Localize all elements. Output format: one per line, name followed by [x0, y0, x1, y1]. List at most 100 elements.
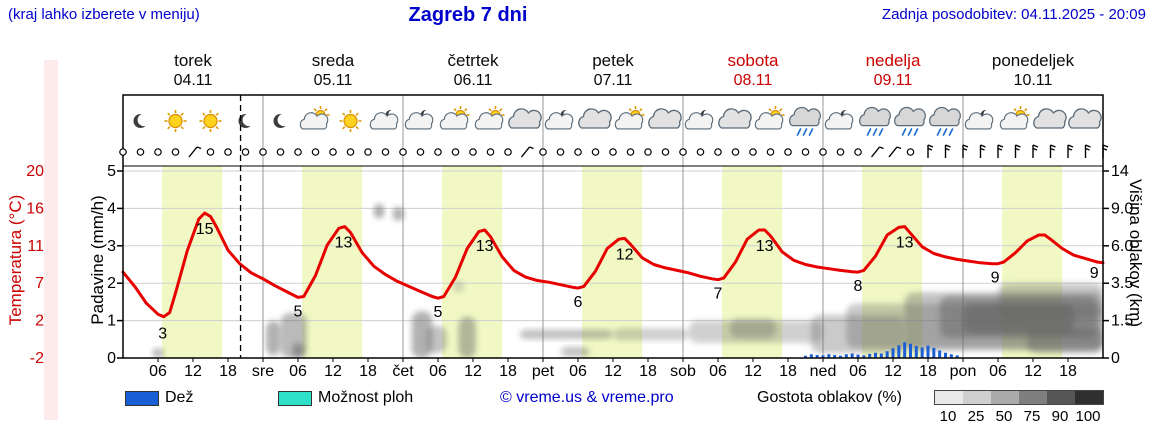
wind-symbol-calm [399, 148, 407, 156]
cloud-density-legend-label: Gostota oblakov (%) [757, 389, 902, 406]
wind-symbol-calm [504, 148, 512, 156]
cloud-density-cell [1019, 391, 1047, 404]
x-axis-labels: 06 12 18 06 12 18 sre 06 12 18 čet 06 12 18 pet 06 12 18 s… [149, 358, 1077, 380]
rain-bar [804, 355, 807, 358]
wind-symbol-calm [766, 148, 775, 156]
cloud-density-number: 75 [1023, 408, 1041, 425]
rain-bar [844, 354, 848, 358]
day-header-sobota: sobota 08.11 [683, 50, 823, 91]
x-hour-label: 12 [464, 363, 482, 380]
x-day-label: sob [670, 363, 696, 380]
wind-symbol-calm [574, 148, 582, 156]
rain-bar [862, 355, 866, 358]
temp-value-label: 13 [756, 238, 774, 255]
rain-bar [856, 354, 860, 358]
temp-tick-label: 20 [26, 163, 44, 180]
cloud-blob [458, 316, 476, 358]
day-band [162, 166, 223, 358]
wind-symbol-calm [591, 148, 600, 156]
credit-link[interactable]: © vreme.us & vreme.pro [500, 389, 674, 406]
wind-symbol-slash [188, 146, 202, 158]
x-hour-label: 12 [184, 363, 202, 380]
weather-icon-cloud-rain [789, 106, 821, 136]
rain-tick-label: 4 [107, 200, 116, 217]
rain-legend-label: Dež [165, 389, 194, 406]
wind-symbol-calm [469, 148, 477, 156]
rain-bar [839, 355, 842, 358]
wind-symbol-barb [1014, 144, 1021, 158]
wind-symbol-slash [520, 146, 534, 158]
rain-axis-label: Padavine (mm/h) [88, 195, 107, 325]
cloud-blob [452, 280, 465, 293]
rain-bar [815, 355, 819, 358]
day-header-torek: torek 04.11 [123, 50, 263, 91]
wind-symbol-calm [714, 148, 722, 156]
wind-symbol-calm [819, 148, 827, 156]
wind-symbol-barb [1049, 144, 1056, 158]
cloud-density-scale [934, 390, 1104, 405]
wind-symbol-calm [906, 148, 915, 156]
wind-symbol-calm [749, 148, 757, 156]
weather-icon-cloud-rain [859, 106, 891, 136]
wind-symbol-barb [979, 144, 986, 158]
wind-symbol-barb [927, 144, 934, 158]
rain-bar [903, 342, 907, 358]
weather-icon-cloud [508, 108, 542, 129]
cloud-tick-label: 1.5 [1111, 313, 1133, 330]
day-header-petek: petek 07.11 [543, 50, 683, 91]
wind-symbol-calm [154, 148, 162, 156]
last-update-timestamp: Zadnja posodobitev: 04.11.2025 - 20:09 [881, 6, 1146, 23]
rain-bar [809, 354, 813, 358]
cloud-blob [292, 343, 304, 358]
x-hour-label: 06 [989, 363, 1007, 380]
x-hour-label: 06 [429, 363, 447, 380]
x-day-label: ned [810, 363, 837, 380]
temp-value-label: 8 [854, 278, 863, 295]
cloud-density-cell [991, 391, 1019, 404]
temp-tick-label: 7 [35, 275, 44, 292]
wind-symbol-calm [644, 148, 652, 156]
wind-symbol-calm [451, 148, 460, 156]
wind-symbol-calm [241, 148, 250, 156]
x-hour-label: 18 [359, 363, 377, 380]
day-date: 06.11 [453, 72, 493, 90]
wind-symbol-barb [1102, 144, 1109, 158]
weather-icon-moon [133, 113, 150, 128]
rain-bar [938, 350, 942, 358]
cloud-blob [560, 346, 590, 357]
weather-icon-moon-cloud [684, 109, 714, 130]
rain-bar [909, 343, 912, 358]
x-hour-label: 12 [604, 363, 622, 380]
day-date: 04.11 [173, 72, 213, 90]
temp-tick-label: 16 [26, 200, 44, 217]
cloud-blob [998, 283, 1103, 319]
rain-tick-label: 1 [107, 313, 116, 330]
wind-symbol-calm [661, 148, 670, 156]
wind-symbol-barb [1067, 144, 1074, 158]
wind-symbol-calm [801, 148, 810, 156]
x-hour-label: 06 [569, 363, 587, 380]
cloud-density-number: 100 [1075, 408, 1101, 425]
weather-icon-sun [199, 110, 222, 132]
cloud-height-axis-label: Višina oblakov (km) [1126, 178, 1145, 328]
temp-tick-label: 2 [35, 313, 44, 330]
weather-icon-moon [238, 113, 255, 128]
rain-bar [897, 345, 901, 358]
day-band [302, 166, 363, 358]
rain-tick-label: 3 [107, 238, 116, 255]
wind-symbol-slash [870, 146, 884, 158]
wind-symbol-calm [416, 148, 425, 156]
weather-icon-moon-cloud [404, 109, 434, 130]
wind-symbol-calm [171, 148, 180, 156]
rain-bar [932, 347, 936, 358]
temp-value-label: 13 [335, 235, 353, 252]
cloud-blob [373, 203, 385, 219]
day-date: 09.11 [873, 72, 913, 90]
temp-value-label: 13 [896, 235, 914, 252]
cloud-density-cell [1047, 391, 1075, 404]
temp-value-label: 15 [196, 221, 214, 238]
temp-value-label: 12 [616, 246, 634, 263]
day-header-ponedeljek: ponedeljek 10.11 [963, 50, 1103, 91]
x-hour-label: 06 [709, 363, 727, 380]
weather-icon-cloud [1068, 108, 1102, 129]
